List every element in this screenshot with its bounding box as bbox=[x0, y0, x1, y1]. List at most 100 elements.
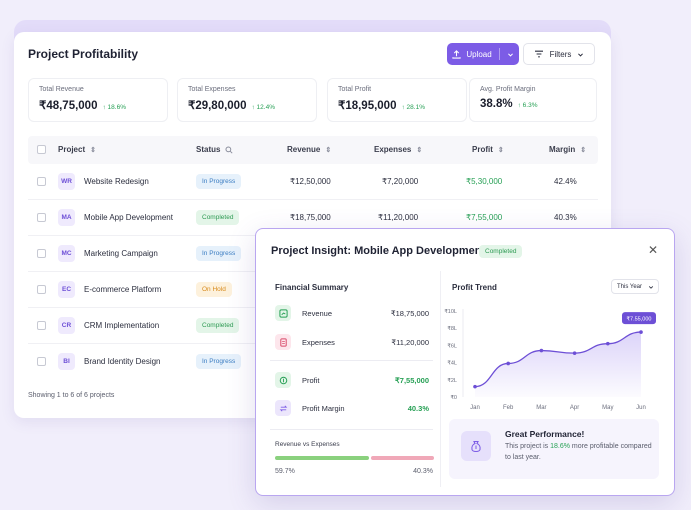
col-profit[interactable]: Profit ⇕ bbox=[472, 145, 504, 154]
col-status[interactable]: Status bbox=[196, 145, 233, 154]
chevron-down-icon bbox=[507, 52, 513, 57]
y-tick-label: ₹0 bbox=[450, 394, 457, 401]
row-checkbox[interactable] bbox=[37, 177, 46, 186]
chevron-down-icon bbox=[578, 52, 584, 57]
money-bag-icon bbox=[461, 431, 491, 461]
exchange-icon bbox=[275, 400, 291, 416]
project-avatar: WR bbox=[58, 173, 75, 190]
delta-up: ↑ 6.3% bbox=[517, 102, 538, 109]
margin-cell: 40.3% bbox=[554, 213, 577, 222]
y-tick-label: ₹6L bbox=[447, 342, 457, 349]
modal-title: Project Insight: Mobile App Development bbox=[271, 245, 486, 257]
status-badge: Completed bbox=[196, 318, 240, 333]
expenses-cell: ₹7,20,000 bbox=[382, 177, 419, 186]
project-insight-modal: Project Insight: Mobile App Development … bbox=[255, 228, 675, 496]
project-avatar: MC bbox=[58, 245, 75, 262]
performance-text: This project is 18.6% more profitable co… bbox=[505, 443, 652, 461]
expense-share-bar bbox=[371, 456, 434, 460]
project-name[interactable]: Mobile App Development bbox=[84, 213, 173, 222]
profit-trend-panel: Profit Trend This Year ₹0 ₹2L ₹4L ₹6L ₹8L ₹10… bbox=[440, 271, 666, 487]
x-tick-label: Jun bbox=[636, 405, 646, 411]
margin-cell: 42.4% bbox=[554, 177, 577, 186]
fin-row-profit: Profit ₹7,55,000 bbox=[266, 367, 433, 393]
fin-row-margin: Profit Margin 40.3% bbox=[266, 395, 433, 421]
stat-total-revenue: Total Revenue ₹48,75,000 ↑ 18.6% bbox=[28, 78, 168, 122]
x-tick-label: Apr bbox=[570, 405, 579, 411]
table-row[interactable]: BI Brand Identity Design In Progress bbox=[28, 344, 598, 380]
upload-button[interactable]: Upload bbox=[447, 43, 519, 65]
project-name[interactable]: CRM Implementation bbox=[84, 321, 160, 330]
filters-label: Filters bbox=[549, 49, 572, 59]
chevron-down-icon bbox=[648, 285, 654, 289]
profit-cell: ₹5,30,000 bbox=[466, 177, 503, 186]
status-badge: Completed bbox=[196, 210, 240, 225]
search-icon[interactable] bbox=[225, 145, 233, 154]
row-checkbox[interactable] bbox=[37, 357, 46, 366]
profit-cell: ₹7,55,000 bbox=[466, 213, 503, 222]
project-name[interactable]: Marketing Campaign bbox=[84, 249, 158, 258]
delta-up: ↑ 12.4% bbox=[251, 104, 275, 111]
project-avatar: EC bbox=[58, 281, 75, 298]
status-badge: Completed bbox=[479, 245, 523, 258]
receipt-icon bbox=[275, 334, 291, 350]
x-tick-label: Feb bbox=[503, 405, 514, 411]
table-row[interactable]: WR Website Redesign In Progress ₹12,50,0… bbox=[28, 164, 598, 200]
revenue-share-pct: 59.7% bbox=[275, 468, 295, 475]
project-name[interactable]: Website Redesign bbox=[84, 177, 149, 186]
y-tick-label: ₹4L bbox=[447, 360, 457, 367]
x-tick-label: May bbox=[602, 405, 613, 411]
stat-avg-margin: Avg. Profit Margin 38.8% ↑ 6.3% bbox=[469, 78, 597, 122]
revenue-cell: ₹18,75,000 bbox=[290, 213, 331, 222]
trend-line bbox=[474, 331, 642, 388]
fin-row-expenses: Expenses ₹11,20,000 bbox=[266, 329, 433, 355]
select-all-checkbox[interactable] bbox=[37, 145, 46, 154]
sort-icon: ⇕ bbox=[580, 146, 587, 154]
revenue-cell: ₹12,50,000 bbox=[290, 177, 331, 186]
value-callout: ₹7.55,000 bbox=[627, 316, 652, 323]
profit-trend-chart: ₹0 ₹2L ₹4L ₹6L ₹8L ₹10L Jan Feb Mar Apr May Jun ₹7.5… bbox=[444, 308, 656, 411]
project-name[interactable]: E-commerce Platform bbox=[84, 285, 162, 294]
col-margin[interactable]: Margin ⇕ bbox=[549, 145, 587, 154]
financial-summary-panel: Financial Summary Revenue ₹18,75,000 Exp… bbox=[266, 271, 434, 487]
row-checkbox[interactable] bbox=[37, 321, 46, 330]
trend-point bbox=[473, 384, 477, 389]
sort-icon: ⇕ bbox=[497, 146, 504, 154]
project-avatar: BI bbox=[58, 353, 75, 370]
project-avatar: CR bbox=[58, 317, 75, 334]
performance-callout: Great Performance! This project is 18.6%… bbox=[449, 419, 659, 479]
upload-icon bbox=[452, 49, 461, 59]
revenue-icon bbox=[275, 305, 291, 321]
row-checkbox[interactable] bbox=[37, 249, 46, 258]
trend-point bbox=[572, 351, 577, 355]
coins-icon bbox=[275, 372, 291, 388]
value-callout-bg bbox=[622, 312, 656, 325]
fin-row-revenue: Revenue ₹18,75,000 bbox=[266, 300, 433, 326]
table-header: Project ⇕ Status Revenue ⇕ Expenses ⇕ Profi… bbox=[28, 136, 598, 164]
revenue-vs-expenses-label: Revenue vs Expenses bbox=[275, 441, 340, 448]
project-name[interactable]: Brand Identity Design bbox=[84, 357, 161, 366]
stat-total-profit: Total Profit ₹18,95,000 ↑ 28.1% bbox=[327, 78, 467, 122]
row-checkbox[interactable] bbox=[37, 213, 46, 222]
period-select[interactable]: This Year bbox=[611, 279, 659, 294]
row-checkbox[interactable] bbox=[37, 285, 46, 294]
status-badge: On Hold bbox=[196, 282, 232, 297]
close-icon[interactable]: ✕ bbox=[648, 243, 659, 257]
trend-point bbox=[539, 348, 544, 353]
revenue-share-bar bbox=[275, 456, 369, 460]
delta-up: ↑ 28.1% bbox=[401, 104, 425, 111]
y-tick-label: ₹2L bbox=[447, 377, 457, 384]
filter-icon bbox=[534, 50, 543, 58]
col-revenue[interactable]: Revenue ⇕ bbox=[287, 145, 332, 154]
x-tick-label: Mar bbox=[536, 405, 546, 411]
col-expenses[interactable]: Expenses ⇕ bbox=[374, 145, 423, 154]
y-tick-label: ₹8L bbox=[447, 325, 457, 332]
page-title: Project Profitability bbox=[28, 47, 139, 61]
sort-icon: ⇕ bbox=[416, 146, 423, 154]
financial-summary-title: Financial Summary bbox=[275, 283, 349, 292]
y-tick-label: ₹10L bbox=[444, 308, 457, 315]
filters-button[interactable]: Filters bbox=[523, 43, 595, 65]
status-badge: In Progress bbox=[196, 246, 242, 261]
expense-share-pct: 40.3% bbox=[413, 468, 433, 475]
status-badge: In Progress bbox=[196, 174, 242, 189]
col-project[interactable]: Project ⇕ bbox=[58, 145, 96, 154]
